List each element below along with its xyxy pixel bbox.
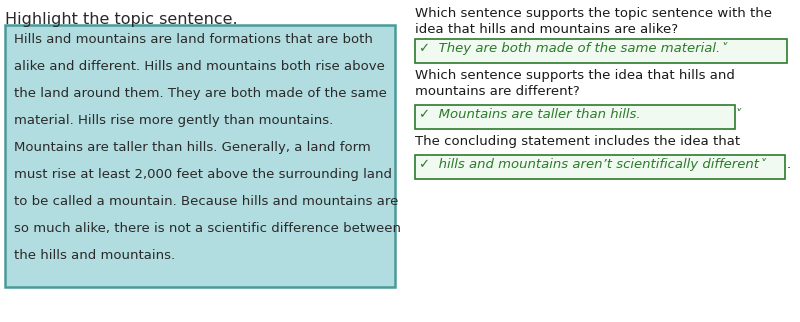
Text: the land around them. They are both made of the same: the land around them. They are both made… (14, 87, 387, 100)
Text: must rise at least 2,000 feet above the surrounding land: must rise at least 2,000 feet above the … (14, 168, 392, 181)
Text: Mountains are taller than hills. Generally, a land form: Mountains are taller than hills. General… (14, 141, 370, 154)
Text: Which sentence supports the idea that hills and: Which sentence supports the idea that hi… (415, 69, 735, 82)
Text: the hills and mountains.: the hills and mountains. (14, 249, 175, 262)
Text: alike and different. Hills and mountains both rise above: alike and different. Hills and mountains… (14, 60, 385, 73)
Bar (415, 105, 735, 129)
Bar (415, 39, 787, 63)
Text: .: . (787, 158, 791, 171)
Text: mountains are different?: mountains are different? (415, 85, 580, 98)
Text: ✓  hills and mountains aren’t scientifically different˅: ✓ hills and mountains aren’t scientifica… (419, 158, 766, 171)
Text: so much alike, there is not a scientific difference between: so much alike, there is not a scientific… (14, 222, 401, 235)
Text: Hills and mountains are land formations that are both: Hills and mountains are land formations … (14, 33, 373, 46)
Text: The concluding statement includes the idea that: The concluding statement includes the id… (415, 135, 740, 148)
Text: ✓  Mountains are taller than hills.                      ˅: ✓ Mountains are taller than hills. ˅ (419, 108, 741, 121)
Text: ✓  They are both made of the same material.˅: ✓ They are both made of the same materia… (419, 42, 727, 55)
Text: to be called a mountain. Because hills and mountains are: to be called a mountain. Because hills a… (14, 195, 398, 208)
Bar (415, 155, 785, 179)
Text: material. Hills rise more gently than mountains.: material. Hills rise more gently than mo… (14, 114, 334, 127)
Text: Highlight the topic sentence.: Highlight the topic sentence. (5, 12, 238, 27)
Text: idea that hills and mountains are alike?: idea that hills and mountains are alike? (415, 23, 678, 36)
Text: Which sentence supports the topic sentence with the: Which sentence supports the topic senten… (415, 7, 772, 20)
Bar (5, 25, 395, 287)
